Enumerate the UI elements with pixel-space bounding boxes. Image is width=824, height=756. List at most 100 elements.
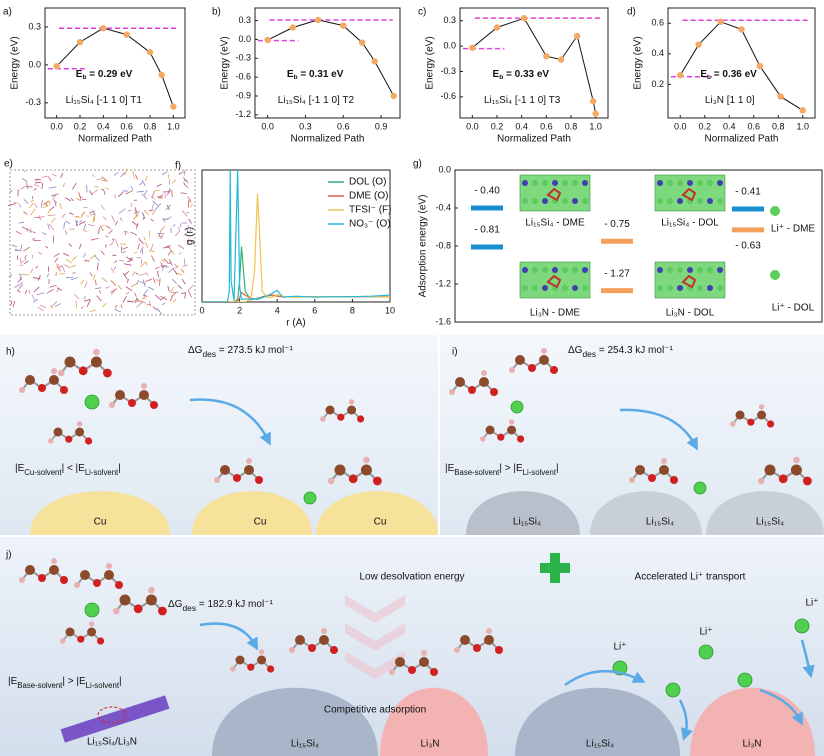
atom	[421, 650, 427, 656]
md-bond	[174, 263, 179, 269]
atom	[508, 419, 515, 425]
y-tick-label: 0.6	[651, 18, 664, 28]
energy-point	[777, 93, 784, 100]
md-bond	[82, 253, 86, 258]
md-bond	[37, 275, 41, 281]
energy-point	[756, 62, 764, 70]
delta-g-part: ΔG	[188, 345, 203, 356]
structure-label: Li⁺ - DME	[771, 224, 816, 235]
energy-point	[100, 25, 107, 32]
md-bond	[181, 210, 188, 217]
atom	[60, 638, 66, 644]
li3n-substrate	[380, 687, 488, 756]
y-tick-label: -1.6	[435, 316, 451, 326]
atom	[112, 607, 120, 615]
md-bond	[48, 201, 51, 206]
md-bond	[90, 237, 99, 241]
md-bond	[118, 208, 126, 214]
md-bond	[187, 238, 190, 245]
molecule	[57, 348, 112, 378]
atom	[735, 410, 745, 420]
legend-label: DME (O)	[349, 191, 388, 202]
md-bond	[37, 216, 45, 219]
atom	[90, 356, 102, 368]
md-bond	[168, 179, 171, 185]
md-bond	[141, 211, 146, 219]
chevron	[345, 623, 405, 651]
legend-label: NO₃⁻ (O)	[349, 219, 391, 230]
md-bond	[60, 173, 64, 178]
li-ion	[510, 400, 524, 414]
y-axis-label: Energy (eV)	[633, 36, 644, 89]
md-bond	[151, 255, 155, 263]
slab-atom	[562, 267, 568, 273]
md-bond	[20, 260, 25, 263]
md-bond	[142, 295, 146, 300]
atom	[484, 635, 494, 645]
md-bond	[166, 204, 170, 211]
cu-substrate	[30, 491, 170, 535]
md-bond	[111, 215, 116, 223]
md-bond	[172, 278, 178, 285]
x-axis-label: r (A)	[286, 318, 305, 329]
energy-point	[158, 71, 165, 79]
slab-atom	[542, 180, 548, 186]
md-bond	[114, 194, 117, 199]
slab-atom	[687, 180, 693, 186]
structure-label: Li₁₅Si₄ - DME	[525, 218, 585, 229]
md-bond	[51, 173, 57, 177]
atom	[104, 570, 114, 580]
atom	[93, 579, 101, 587]
md-bond	[139, 246, 144, 253]
md-bond	[109, 242, 114, 246]
slab-atom	[582, 267, 588, 273]
atom	[330, 646, 338, 654]
atom	[85, 437, 93, 445]
md-bond	[19, 204, 22, 208]
substrate-label: Li₁₅Si₄	[646, 517, 674, 528]
md-bond	[92, 210, 96, 215]
y-tick-label: 0.2	[651, 79, 664, 89]
desolvation-arrow	[199, 622, 259, 651]
md-bond	[172, 224, 176, 227]
structure-thumb	[654, 174, 726, 212]
atom	[473, 644, 481, 652]
atom	[51, 558, 57, 564]
md-bond	[86, 184, 88, 193]
molecule	[730, 404, 775, 428]
si-substrate	[590, 491, 702, 535]
atom	[49, 565, 59, 575]
ion-label: Li⁺	[699, 627, 712, 638]
md-bond	[141, 179, 146, 187]
atom	[357, 415, 365, 423]
md-bond	[39, 304, 47, 308]
slab-atom	[677, 285, 683, 291]
atom	[133, 604, 143, 614]
md-bond	[59, 203, 62, 209]
atom	[485, 425, 495, 435]
atom	[659, 465, 669, 475]
md-bond	[181, 278, 186, 285]
energy-point	[493, 24, 501, 31]
md-bond	[11, 244, 18, 248]
md-bond	[100, 188, 105, 191]
atom	[757, 410, 767, 420]
md-bond	[157, 270, 159, 278]
headline: Low desolvation energy	[359, 572, 464, 583]
atom	[145, 594, 157, 606]
md-bond	[14, 248, 19, 252]
x-tick-label: 0.6	[120, 121, 133, 131]
md-bond	[54, 303, 61, 307]
md-bond	[166, 216, 172, 221]
slab-atom	[717, 285, 723, 291]
md-bond	[30, 268, 34, 274]
md-bond	[83, 223, 87, 231]
md-bond	[142, 289, 149, 297]
md-bond	[119, 217, 123, 222]
md-bond	[131, 220, 139, 227]
atom	[60, 576, 68, 584]
md-bond	[76, 198, 82, 202]
energy-inequality-part: | > |E	[499, 463, 523, 474]
md-bond	[78, 220, 83, 224]
slab-atom	[717, 198, 723, 204]
